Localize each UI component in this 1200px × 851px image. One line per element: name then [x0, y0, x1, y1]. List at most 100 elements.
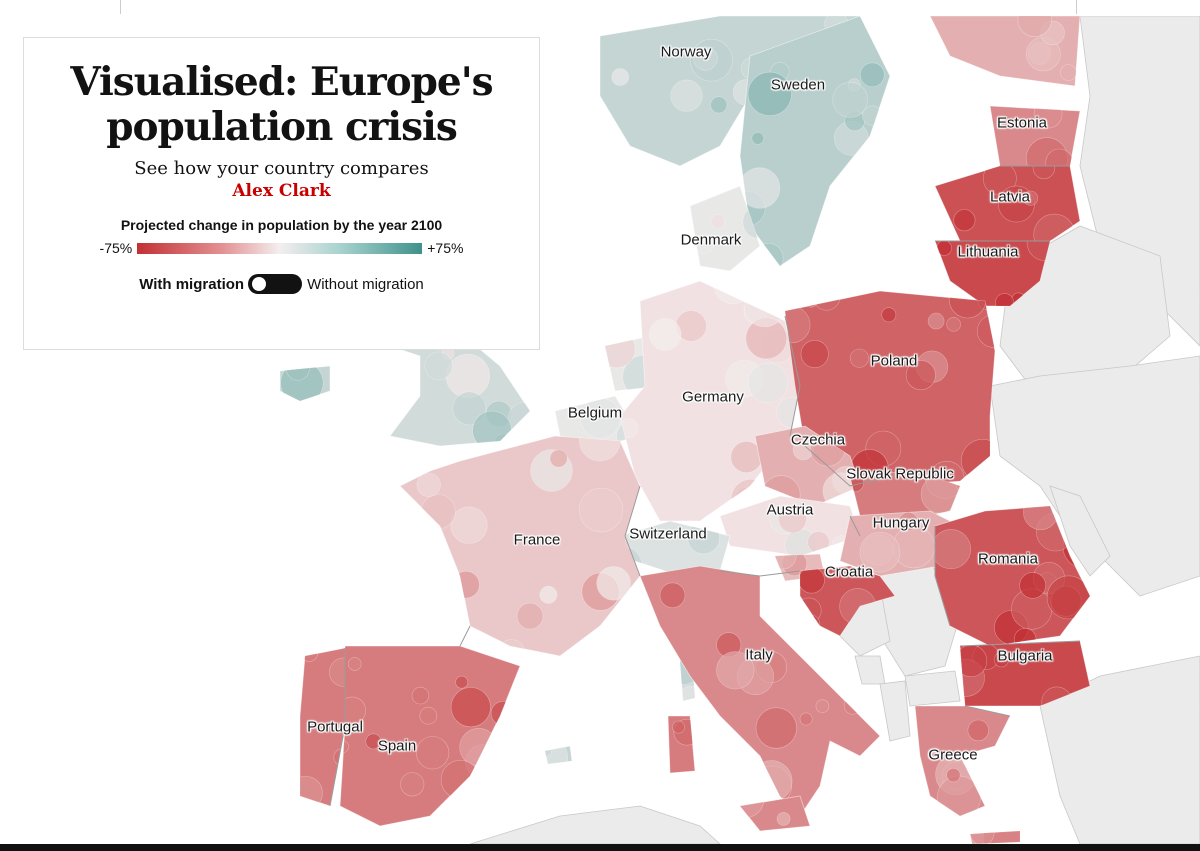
bottom-bar [0, 844, 1200, 851]
subregion-patch [424, 351, 454, 381]
subregion-patch [755, 707, 797, 749]
top-bar-divider [120, 0, 121, 14]
country-label-greece: Greece [928, 746, 978, 764]
subregion-patch [1046, 575, 1090, 620]
country-borders [329, 165, 1081, 807]
legend-min-label: -75% [99, 240, 133, 256]
subregion-patch [400, 772, 425, 797]
subregion-patch [549, 449, 568, 468]
map-container[interactable]: Norway Sweden Estonia Latvia Lithuania D… [0, 16, 1200, 844]
subregion-patch [347, 657, 362, 671]
legend-title: Projected change in population by the ye… [120, 217, 443, 233]
country-label-czechia: Czechia [790, 431, 846, 449]
toggle-knob [252, 277, 267, 291]
subregion-patch [849, 348, 869, 368]
country-label-lithuania: Lithuania [957, 243, 1019, 261]
subregion-patch [693, 46, 718, 71]
europe-choropleth-map[interactable] [0, 16, 1200, 844]
subregion-patch [452, 391, 487, 426]
subregion-patch [1019, 572, 1046, 599]
subregion-patch [740, 167, 781, 209]
subregion-texture [769, 504, 851, 556]
subregion-patch [450, 687, 491, 728]
country-label-poland: Poland [870, 352, 918, 370]
country-label-switzerland: Switzerland [629, 525, 707, 543]
legend-color-scale [137, 242, 423, 254]
subregion-patch [516, 602, 544, 630]
subregion-patch [993, 652, 1009, 668]
subregion-patch [416, 472, 441, 497]
subregion-patch [953, 209, 976, 232]
country-label-belgium: Belgium [567, 404, 623, 422]
subregion-patch [946, 317, 961, 332]
country-label-romania: Romania [977, 550, 1039, 568]
country-label-latvia: Latvia [989, 188, 1031, 206]
subregion-patch [416, 736, 450, 770]
subregion-texture [402, 436, 640, 656]
legend: -75% +75% [24, 240, 539, 256]
subregion-patch [329, 657, 345, 687]
country-label-italy: Italy [745, 646, 773, 664]
country-label-bulgaria: Bulgaria [997, 647, 1053, 665]
subregion-patch [1023, 190, 1039, 206]
subregion-patch [995, 293, 1015, 306]
region-france[interactable] [399, 435, 641, 657]
subregion-patch [927, 312, 945, 330]
subregion-patch [365, 733, 382, 750]
subregion-patch [578, 487, 624, 533]
region-albania[interactable] [879, 680, 911, 742]
subregion-patch [905, 360, 936, 391]
country-label-croatia: Croatia [824, 563, 874, 581]
country-label-estonia: Estonia [996, 114, 1048, 132]
subregion-patch [411, 686, 430, 705]
subregion-patch [881, 307, 897, 323]
top-bar [0, 0, 1200, 16]
subregion-patch [539, 585, 558, 604]
subregion-patch [716, 651, 755, 690]
subregion-texture [1025, 106, 1074, 166]
region-turkey[interactable] [1039, 655, 1200, 844]
subregion-patch [859, 531, 901, 573]
country-label-france: France [513, 531, 561, 549]
country-label-hungary: Hungary [872, 514, 930, 532]
subregion-texture [915, 719, 989, 816]
country-label-portugal: Portugal [307, 718, 363, 736]
subregion-patch [419, 706, 438, 725]
subregion-texture [930, 16, 1077, 86]
country-label-sweden: Sweden [770, 76, 826, 94]
subregion-patch [982, 166, 1017, 196]
with-migration-label[interactable]: With migration [139, 275, 245, 293]
subregion-patch [946, 767, 961, 783]
subregion-patch [672, 720, 685, 734]
subregion-patch [859, 62, 885, 88]
subregion-patch [815, 699, 830, 714]
subregion-patch [967, 719, 989, 742]
subregion-patch [799, 712, 813, 726]
subregion-patch [596, 566, 631, 601]
region-north-macedonia[interactable] [904, 670, 961, 707]
subregion-patch [800, 339, 829, 368]
subregion-patch [445, 353, 491, 399]
without-migration-label[interactable]: Without migration [307, 275, 424, 293]
subregion-patch [935, 529, 971, 570]
migration-toggle-switch[interactable] [248, 274, 303, 294]
country-label-denmark: Denmark [680, 231, 742, 249]
subregion-patch [800, 566, 825, 594]
subregion-patch [747, 362, 789, 404]
region-ukraine[interactable] [989, 355, 1200, 597]
standfirst: See how your country compares [134, 158, 429, 179]
byline-author-link[interactable]: Alex Clark [232, 181, 331, 201]
region-moldova[interactable] [1049, 485, 1111, 577]
subregion-patch [670, 79, 703, 112]
country-label-spain: Spain [377, 737, 417, 755]
subregion-patch [747, 71, 792, 117]
subregion-patch [778, 504, 807, 534]
subregion-patch [832, 81, 869, 118]
subregion-patch [710, 214, 726, 229]
subregion-patch [1032, 166, 1055, 180]
country-label-slovak-republic: Slovak Republic [846, 465, 954, 483]
subregion-texture [859, 511, 936, 573]
subregion-texture [953, 166, 1076, 241]
region-north-africa[interactable] [469, 805, 721, 844]
subregion-patch [776, 812, 791, 826]
